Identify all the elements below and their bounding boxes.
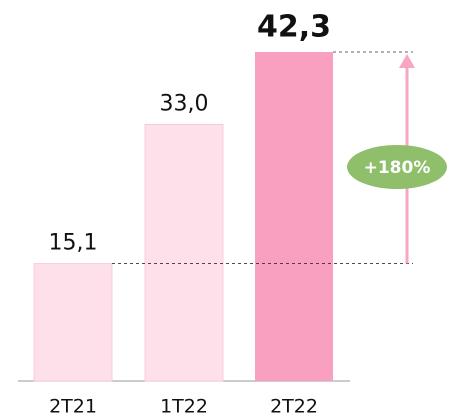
x-tick-label: 1T22 bbox=[160, 396, 208, 418]
arrow-head bbox=[399, 54, 415, 68]
x-tick-label: 2T22 bbox=[270, 396, 318, 418]
annotation: +180% bbox=[364, 158, 431, 178]
value-label: 15,1 bbox=[49, 231, 98, 256]
bar bbox=[144, 123, 224, 382]
annotation-badge bbox=[347, 145, 447, 189]
bar bbox=[255, 52, 333, 381]
bar bbox=[33, 263, 113, 382]
value-label: 42,3 bbox=[257, 10, 331, 45]
x-tick-label: 2T21 bbox=[49, 396, 97, 418]
value-label: 33,0 bbox=[160, 91, 209, 116]
